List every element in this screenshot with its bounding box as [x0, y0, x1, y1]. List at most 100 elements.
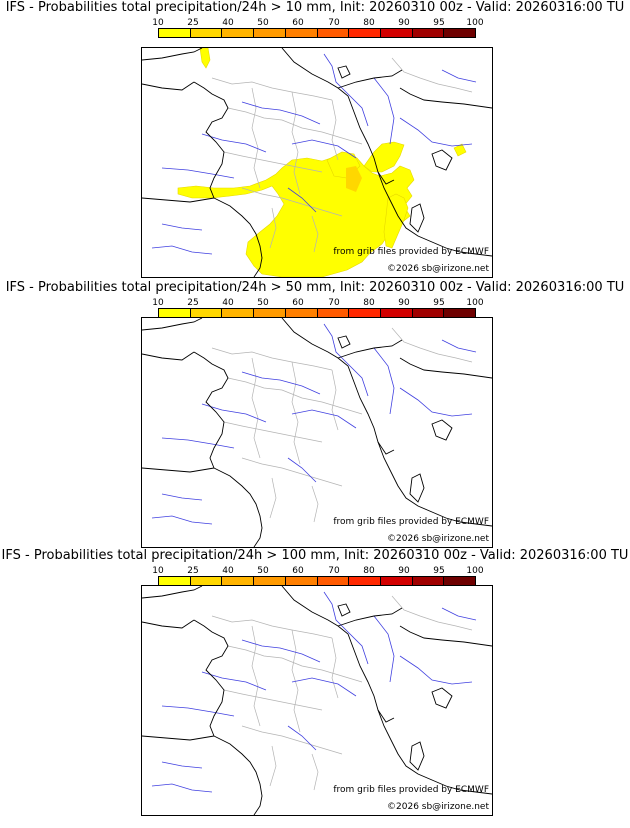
precip-probability-area — [199, 48, 211, 69]
scale-swatch — [317, 309, 350, 317]
scale-label: 60 — [292, 298, 304, 308]
river — [291, 139, 357, 159]
panel-title: IFS - Probabilities total precipitation/… — [5, 280, 625, 295]
river — [287, 725, 317, 751]
scale-label: 80 — [363, 566, 375, 576]
river — [441, 339, 477, 353]
river — [373, 615, 395, 683]
map-area: from grib files provided by ECMWF ©2026 … — [141, 47, 493, 278]
coastline-border — [409, 741, 425, 771]
coastline-border — [213, 197, 263, 277]
coastline-border — [409, 473, 425, 503]
river — [151, 245, 213, 255]
scale-swatch — [190, 309, 223, 317]
scale-label: 25 — [187, 18, 199, 28]
coastline-border — [409, 203, 425, 233]
scale-swatch — [159, 309, 191, 317]
river — [291, 409, 357, 429]
region-boundary — [251, 87, 261, 189]
scale-label: 100 — [466, 18, 484, 28]
river — [323, 323, 369, 397]
scale-swatch — [159, 29, 191, 37]
map-panel-50mm: IFS - Probabilities total precipitation/… — [0, 280, 630, 550]
river — [399, 117, 473, 147]
scale-swatch — [444, 309, 476, 317]
scale-swatch — [222, 577, 255, 585]
coastline-border — [377, 709, 492, 795]
river — [241, 101, 321, 125]
scale-label: 10 — [152, 566, 164, 576]
coastline-border — [142, 318, 203, 331]
coastline-border — [431, 149, 453, 171]
panel-title: IFS - Probabilities total precipitation/… — [1, 548, 629, 563]
coastline-border — [337, 335, 351, 349]
precip-probability-area — [383, 193, 409, 249]
river — [287, 187, 317, 213]
river — [151, 783, 213, 793]
coastline-border — [337, 603, 351, 617]
scale-label: 40 — [222, 566, 234, 576]
scale-label: 60 — [292, 18, 304, 28]
scale-swatch — [254, 309, 286, 317]
region-boundary — [211, 347, 333, 371]
map-panel-10mm: IFS - Probabilities total precipitation/… — [0, 0, 630, 278]
coastline-border — [213, 735, 263, 815]
map-area: from grib files provided by ECMWF ©2026 … — [141, 317, 493, 548]
scale-swatch — [254, 577, 286, 585]
region-boundary — [291, 91, 301, 195]
region-boundary — [251, 357, 261, 459]
coastline-border — [377, 441, 492, 527]
coastline-border — [399, 357, 492, 379]
river — [287, 457, 317, 483]
scale-label: 50 — [257, 298, 269, 308]
river — [441, 607, 477, 621]
coastline-border — [142, 197, 215, 203]
region-boundary — [227, 107, 363, 145]
color-scale-labels: 10 25 40 50 60 70 80 90 95 100 — [152, 566, 483, 576]
scale-swatch — [317, 29, 350, 37]
scale-label: 95 — [433, 566, 445, 576]
river — [201, 133, 267, 153]
scale-label: 40 — [222, 18, 234, 28]
scale-label: 10 — [152, 18, 164, 28]
region-boundary — [251, 625, 261, 727]
scale-label: 90 — [398, 18, 410, 28]
region-boundary — [223, 151, 323, 173]
scale-label: 50 — [257, 566, 269, 576]
copyright-credit: ©2026 sb@irizone.net — [387, 802, 489, 812]
scale-label: 40 — [222, 298, 234, 308]
map-svg — [142, 318, 492, 547]
map-svg — [142, 48, 492, 277]
coastline-border — [142, 81, 195, 91]
scale-swatch — [349, 29, 381, 37]
coastline-border — [193, 619, 229, 737]
region-boundary — [241, 725, 343, 755]
coastline-border — [337, 65, 351, 79]
scale-label: 80 — [363, 18, 375, 28]
precip-probability-area — [363, 141, 405, 173]
scale-swatch — [412, 29, 445, 37]
coastline-border — [142, 48, 203, 61]
river — [161, 493, 203, 501]
scale-swatch — [412, 309, 445, 317]
scale-swatch — [380, 29, 413, 37]
coastline-border — [399, 87, 492, 109]
region-boundary — [391, 57, 473, 93]
scale-label: 100 — [466, 566, 484, 576]
scale-swatch — [254, 29, 286, 37]
scale-label: 95 — [433, 18, 445, 28]
scale-swatch — [285, 577, 318, 585]
river — [151, 515, 213, 525]
scale-swatch — [159, 577, 191, 585]
grib-credit: from grib files provided by ECMWF — [333, 785, 489, 795]
scale-label: 90 — [398, 298, 410, 308]
coastline-border — [213, 467, 263, 547]
river — [201, 403, 267, 423]
river — [291, 677, 357, 697]
map-panel-100mm: IFS - Probabilities total precipitation/… — [0, 548, 630, 818]
copyright-credit: ©2026 sb@irizone.net — [387, 264, 489, 274]
scale-swatch — [285, 309, 318, 317]
coastline-border — [142, 735, 215, 741]
region-boundary — [241, 187, 343, 217]
coastline-border — [142, 619, 195, 629]
